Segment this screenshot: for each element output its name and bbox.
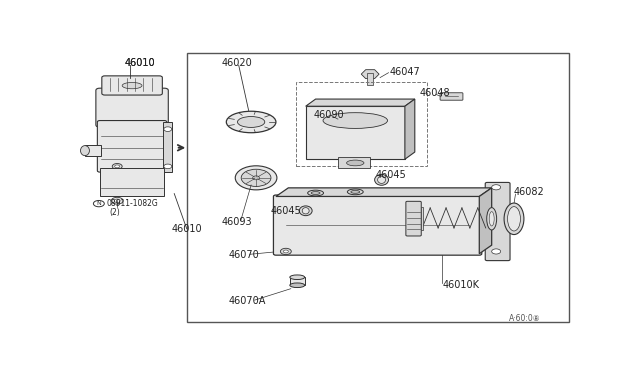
Bar	[290, 277, 305, 285]
Text: 46045: 46045	[375, 170, 406, 180]
FancyBboxPatch shape	[440, 93, 463, 100]
Ellipse shape	[302, 208, 309, 214]
Ellipse shape	[489, 212, 494, 226]
Ellipse shape	[508, 206, 520, 231]
Text: (2): (2)	[110, 208, 120, 217]
Ellipse shape	[378, 176, 385, 183]
Polygon shape	[405, 99, 415, 159]
Text: 46047: 46047	[390, 67, 420, 77]
Bar	[338, 157, 370, 169]
Text: A·60:0⑧: A·60:0⑧	[509, 314, 541, 323]
Ellipse shape	[237, 116, 265, 128]
Ellipse shape	[122, 83, 142, 89]
Ellipse shape	[290, 275, 305, 279]
Ellipse shape	[347, 160, 364, 166]
Text: 46070A: 46070A	[229, 296, 266, 306]
Ellipse shape	[348, 189, 364, 195]
Text: 46093: 46093	[221, 217, 252, 227]
Text: 46020: 46020	[221, 58, 252, 68]
Text: 46010: 46010	[125, 58, 156, 68]
Circle shape	[112, 164, 122, 169]
FancyBboxPatch shape	[96, 88, 168, 127]
Ellipse shape	[290, 283, 305, 288]
Bar	[296, 82, 428, 166]
Circle shape	[111, 197, 123, 204]
Polygon shape	[306, 99, 415, 106]
Text: 46010K: 46010K	[442, 280, 479, 290]
Ellipse shape	[323, 113, 388, 128]
Text: 46070: 46070	[229, 250, 260, 260]
FancyBboxPatch shape	[97, 121, 167, 172]
Circle shape	[241, 169, 271, 186]
Circle shape	[253, 176, 260, 180]
Circle shape	[164, 127, 172, 131]
Polygon shape	[276, 188, 492, 196]
Text: 46090: 46090	[313, 110, 344, 120]
Ellipse shape	[81, 145, 90, 155]
Ellipse shape	[227, 111, 276, 133]
FancyBboxPatch shape	[406, 201, 421, 236]
Ellipse shape	[311, 192, 320, 195]
Text: 46010: 46010	[125, 58, 156, 68]
Circle shape	[164, 164, 172, 169]
Text: 08911-1082G: 08911-1082G	[106, 199, 158, 208]
Bar	[85, 145, 101, 156]
Ellipse shape	[351, 190, 360, 193]
Text: 46082: 46082	[514, 187, 545, 197]
FancyBboxPatch shape	[102, 76, 163, 95]
Bar	[367, 73, 373, 85]
Circle shape	[492, 185, 500, 190]
Circle shape	[115, 165, 120, 168]
Text: 46010: 46010	[172, 224, 202, 234]
Polygon shape	[306, 106, 405, 159]
Ellipse shape	[308, 190, 324, 196]
Ellipse shape	[487, 208, 497, 230]
Ellipse shape	[504, 203, 524, 235]
Text: 46045: 46045	[271, 206, 301, 216]
FancyBboxPatch shape	[485, 182, 510, 261]
Circle shape	[114, 199, 120, 202]
Bar	[100, 168, 164, 196]
Circle shape	[236, 166, 277, 190]
Ellipse shape	[374, 174, 388, 185]
Circle shape	[93, 201, 104, 207]
Polygon shape	[479, 188, 492, 254]
Text: N: N	[97, 201, 101, 206]
Bar	[421, 207, 423, 230]
Ellipse shape	[300, 206, 312, 216]
Circle shape	[280, 248, 291, 254]
Bar	[187, 53, 568, 323]
Circle shape	[284, 250, 289, 253]
Text: 46048: 46048	[420, 88, 451, 98]
Bar	[163, 122, 172, 172]
FancyBboxPatch shape	[273, 195, 482, 255]
Circle shape	[492, 249, 500, 254]
